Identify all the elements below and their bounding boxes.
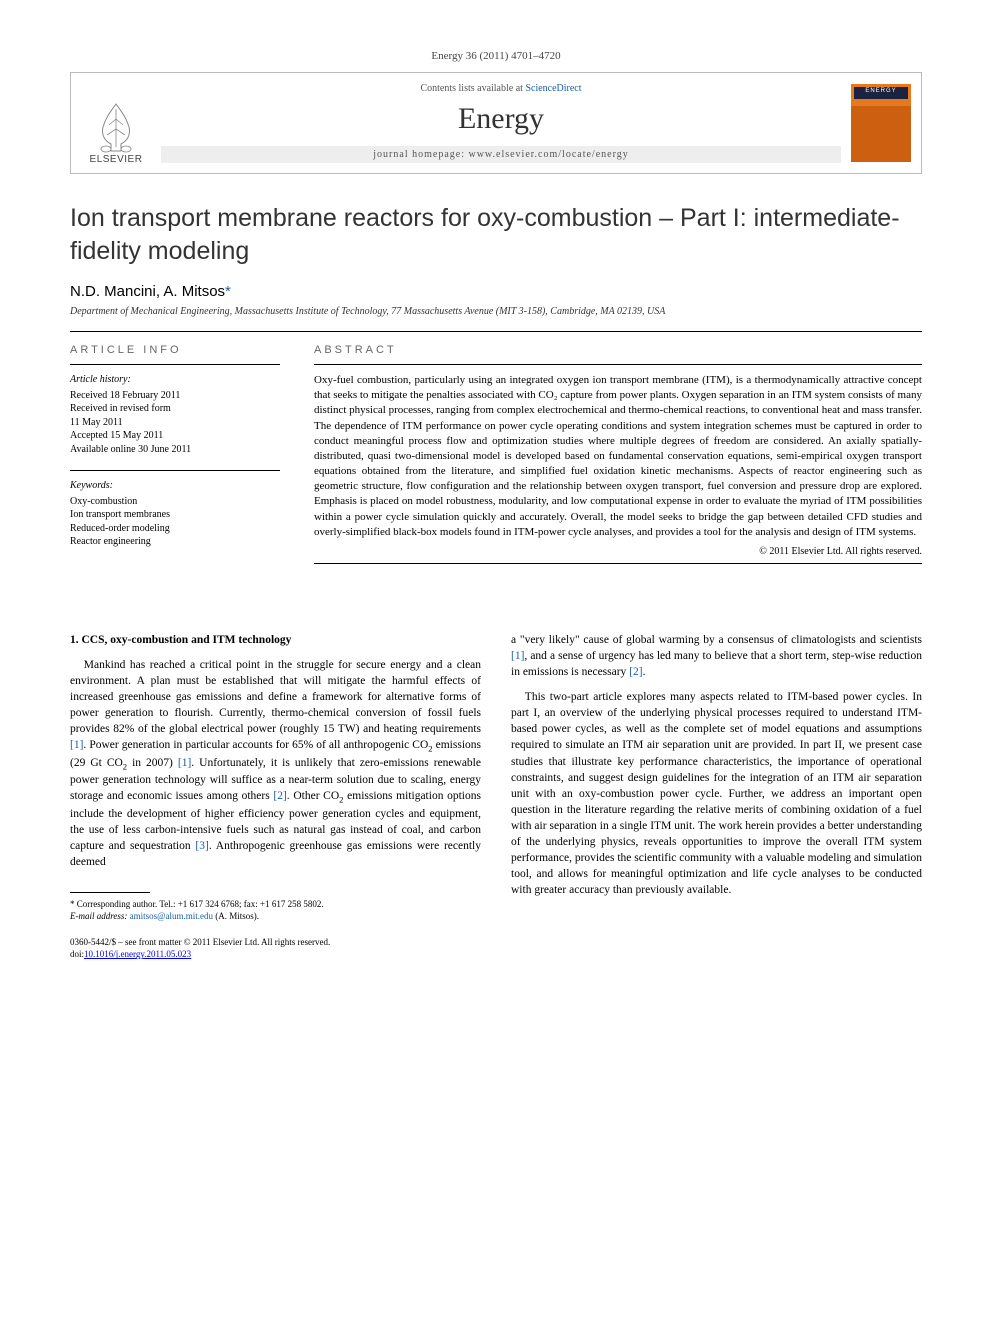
sciencedirect-link[interactable]: ScienceDirect xyxy=(525,83,581,94)
journal-header: ELSEVIER Contents lists available at Sci… xyxy=(70,72,922,174)
affiliation: Department of Mechanical Engineering, Ma… xyxy=(70,306,922,317)
authors: N.D. Mancini, A. Mitsos* xyxy=(70,283,922,300)
email-label: E-mail address: xyxy=(70,911,127,921)
corresponding-author-link[interactable]: * xyxy=(225,283,231,300)
abstract-column: ABSTRACT Oxy-fuel combustion, particular… xyxy=(314,344,922,572)
footnote-divider xyxy=(70,892,150,893)
ref-link[interactable]: [1] xyxy=(178,757,191,769)
journal-cover-thumb: ENERGY xyxy=(851,84,911,162)
citation: Energy 36 (2011) 4701–4720 xyxy=(70,50,922,62)
author-names: N.D. Mancini, A. Mitsos xyxy=(70,283,225,300)
info-abstract-row: ARTICLE INFO Article history: Received 1… xyxy=(70,344,922,572)
article-title: Ion transport membrane reactors for oxy-… xyxy=(70,202,922,267)
publisher-logo-block: ELSEVIER xyxy=(71,73,161,173)
journal-name: Energy xyxy=(458,102,544,136)
email-suffix: (A. Mitsos). xyxy=(213,911,259,921)
body-left-column: 1. CCS, oxy-combustion and ITM technolog… xyxy=(70,632,481,961)
journal-page: Energy 36 (2011) 4701–4720 ELSEVIER Cont… xyxy=(0,0,992,1011)
cover-label: ENERGY xyxy=(851,88,911,94)
section-heading: 1. CCS, oxy-combustion and ITM technolog… xyxy=(70,632,481,648)
body-right-column: a "very likely" cause of global warming … xyxy=(511,632,922,961)
homepage-prefix: journal homepage: xyxy=(373,149,468,160)
history-text: Received 18 February 2011 Received in re… xyxy=(70,389,280,457)
info-divider xyxy=(70,364,280,365)
footnote: * Corresponding author. Tel.: +1 617 324… xyxy=(70,898,481,922)
article-info-column: ARTICLE INFO Article history: Received 1… xyxy=(70,344,280,572)
ref-link[interactable]: [2] xyxy=(273,790,286,802)
history-block: Article history: Received 18 February 20… xyxy=(70,373,280,456)
article-info-heading: ARTICLE INFO xyxy=(70,344,280,356)
ref-link[interactable]: [2] xyxy=(629,666,642,678)
contents-prefix: Contents lists available at xyxy=(420,83,525,94)
contents-line: Contents lists available at ScienceDirec… xyxy=(420,83,581,94)
corresponding-author-footnote: * Corresponding author. Tel.: +1 617 324… xyxy=(70,898,481,910)
body-paragraph: This two-part article explores many aspe… xyxy=(511,689,922,898)
abstract-bottom-divider xyxy=(314,563,922,564)
publisher-label: ELSEVIER xyxy=(90,154,143,165)
body-paragraph: Mankind has reached a critical point in … xyxy=(70,657,481,870)
cover-thumb-block: ENERGY xyxy=(841,73,921,173)
header-center: Contents lists available at ScienceDirec… xyxy=(161,73,841,173)
abstract-heading: ABSTRACT xyxy=(314,344,922,356)
doi-link[interactable]: 10.1016/j.energy.2011.05.023 xyxy=(84,949,191,959)
keywords-text: Oxy-combustion Ion transport membranes R… xyxy=(70,495,280,549)
ref-link[interactable]: [1] xyxy=(70,739,83,751)
copyright: © 2011 Elsevier Ltd. All rights reserved… xyxy=(314,546,922,557)
ref-link[interactable]: [3] xyxy=(195,840,208,852)
bottom-matter: 0360-5442/$ – see front matter © 2011 El… xyxy=(70,936,481,960)
body-paragraph: a "very likely" cause of global warming … xyxy=(511,632,922,680)
homepage-line: journal homepage: www.elsevier.com/locat… xyxy=(161,146,841,163)
doi-line: doi:10.1016/j.energy.2011.05.023 xyxy=(70,948,481,960)
info-divider xyxy=(70,470,280,471)
abstract-divider xyxy=(314,364,922,365)
keywords-block: Keywords: Oxy-combustion Ion transport m… xyxy=(70,479,280,549)
history-label: Article history: xyxy=(70,373,280,387)
footnote-email-line: E-mail address: amitsos@alum.mit.edu (A.… xyxy=(70,910,481,922)
email-link[interactable]: amitsos@alum.mit.edu xyxy=(130,911,213,921)
elsevier-tree-icon xyxy=(91,99,141,154)
body-columns: 1. CCS, oxy-combustion and ITM technolog… xyxy=(70,632,922,961)
ref-link[interactable]: [1] xyxy=(511,650,524,662)
keywords-label: Keywords: xyxy=(70,479,280,493)
divider xyxy=(70,331,922,332)
doi-label: doi: xyxy=(70,949,84,959)
abstract-text: Oxy-fuel combustion, particularly using … xyxy=(314,373,922,540)
issn-line: 0360-5442/$ – see front matter © 2011 El… xyxy=(70,936,481,948)
homepage-url[interactable]: www.elsevier.com/locate/energy xyxy=(468,149,628,160)
